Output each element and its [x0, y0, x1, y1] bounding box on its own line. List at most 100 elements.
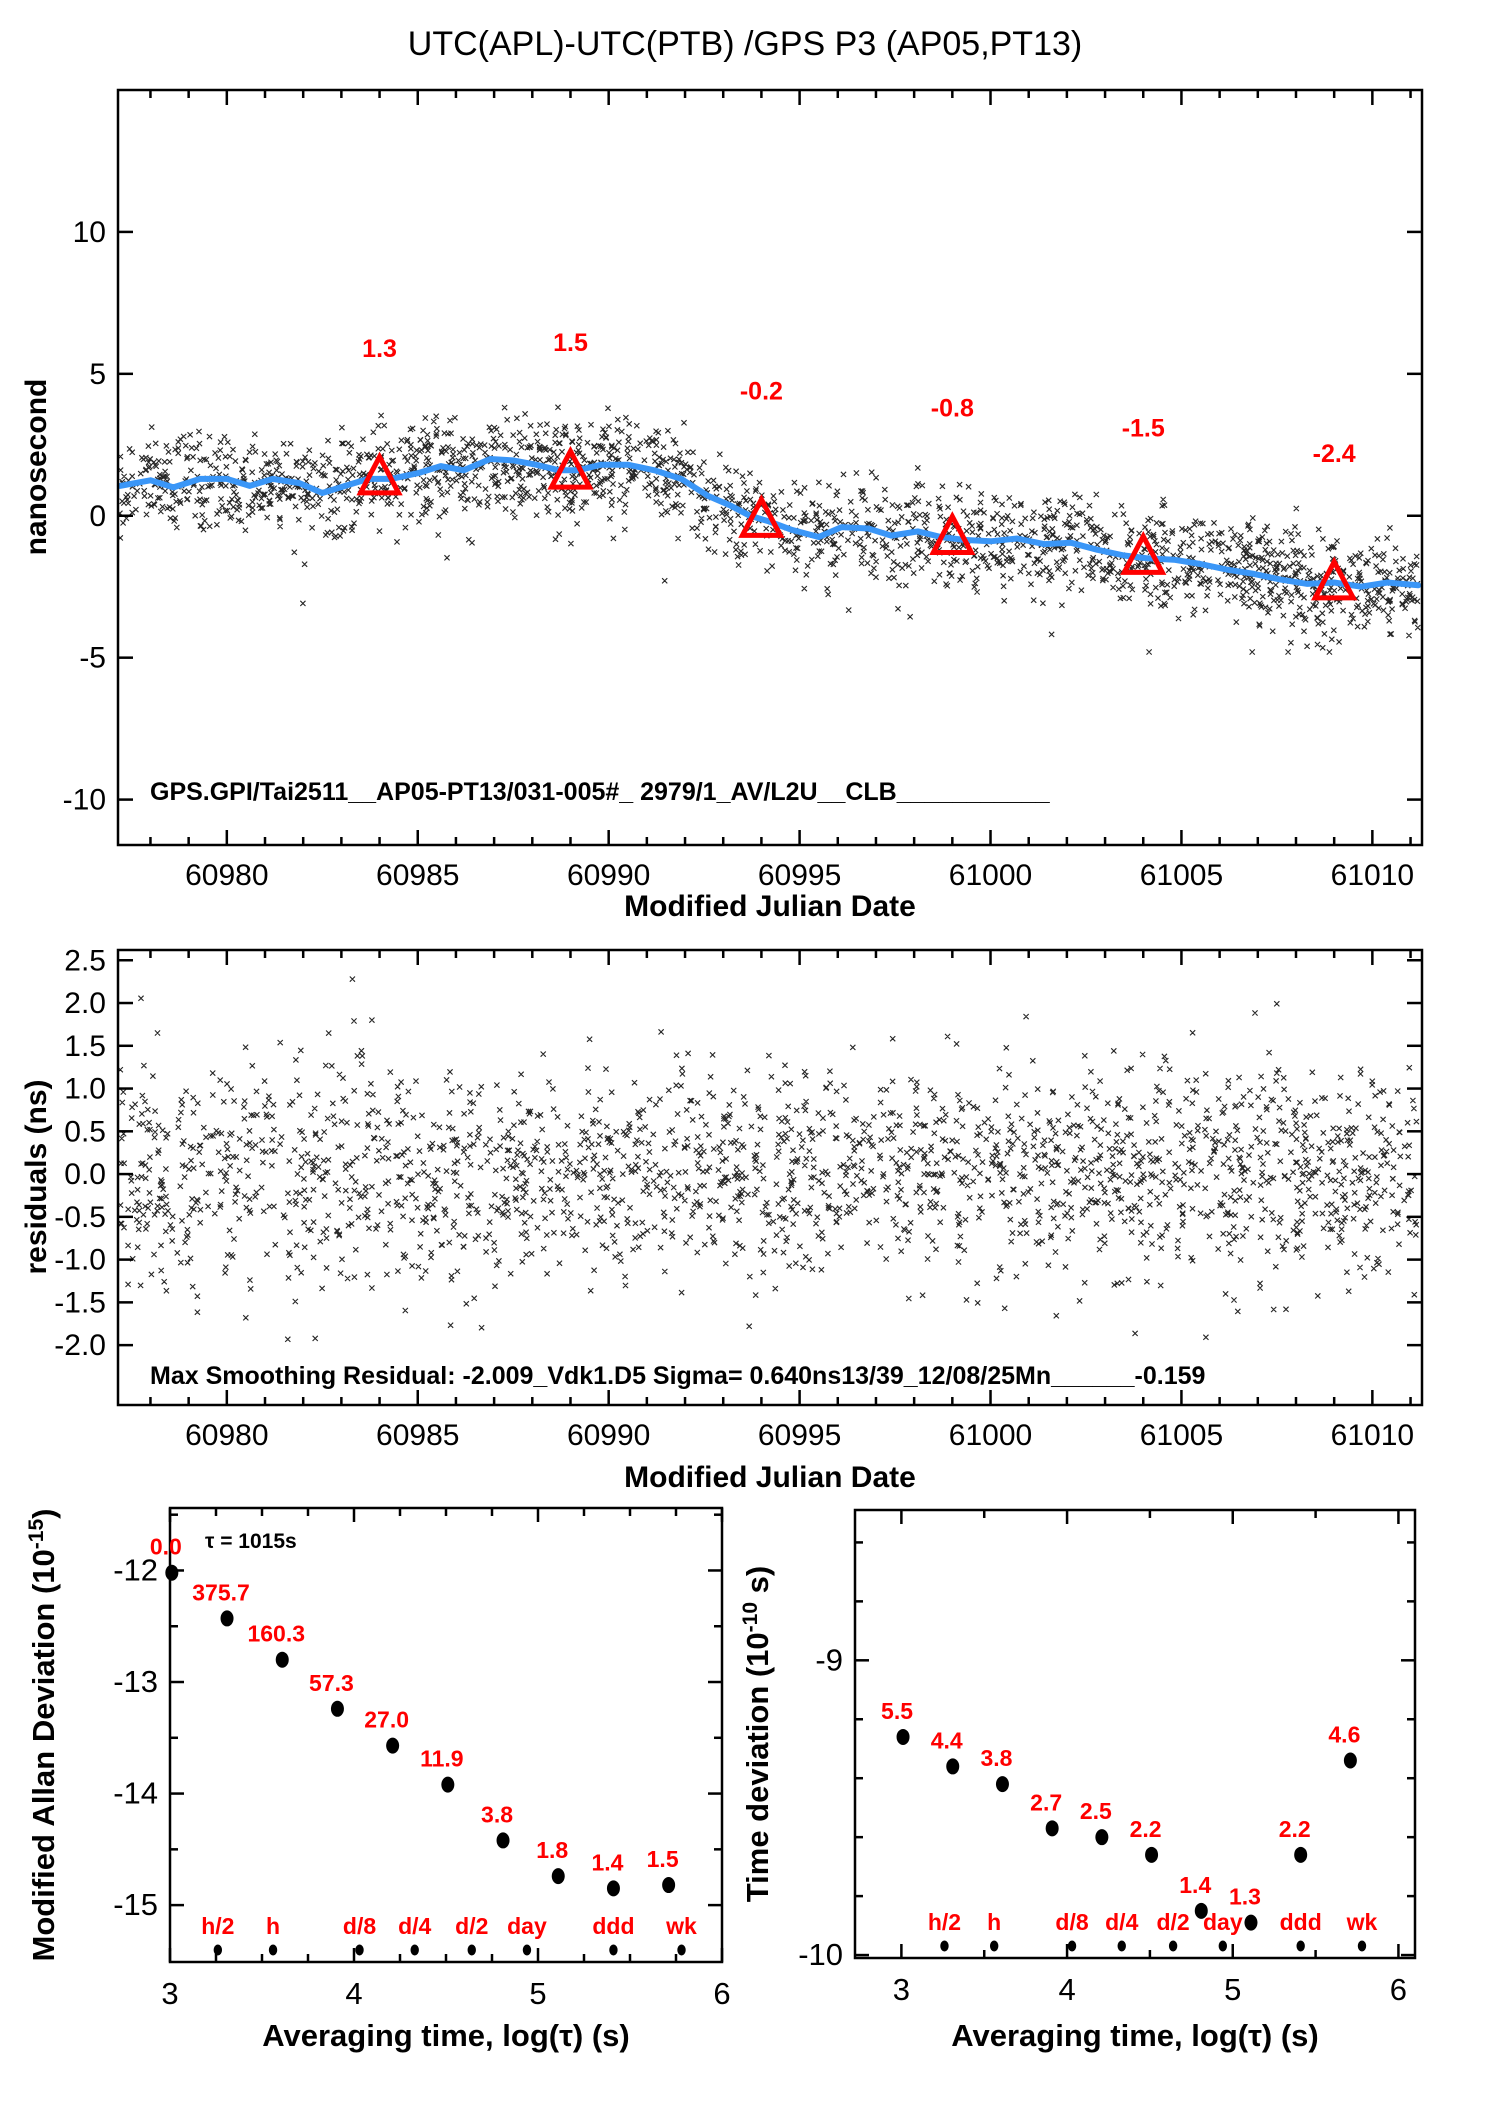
y-tick-label: 1.5 [64, 1030, 106, 1063]
triangle-value-label: -0.2 [740, 377, 783, 405]
residuals-annotation: Max Smoothing Residual: -2.009_Vdk1.D5 S… [150, 1362, 1205, 1390]
tau-marker-dot [1117, 1940, 1126, 1952]
tau-marker-dot [467, 1944, 476, 1956]
y-tick-label: -1.5 [54, 1286, 106, 1319]
tau-marker-label: d/4 [1105, 1909, 1138, 1935]
tau-marker-dot [1296, 1940, 1305, 1952]
x-tick-label: 6 [713, 1976, 730, 2011]
panel-frame [168, 1506, 724, 1964]
time-deviation-point [1194, 1902, 1208, 1919]
modified-allan-deviation-point [330, 1700, 344, 1717]
y-tick-label: 10 [73, 216, 106, 249]
y-tick-label: 2.0 [64, 987, 106, 1020]
x-tick-label: 61010 [1331, 859, 1414, 892]
x-tick-label: 61000 [949, 859, 1032, 892]
time-deviation-point-label: 2.5 [1080, 1798, 1112, 1824]
panel-frame [853, 1508, 1417, 1960]
x-tick-label: 60990 [567, 1419, 650, 1452]
figure-title: UTC(APL)-UTC(PTB) /GPS P3 (AP05,PT13) [408, 25, 1082, 63]
y-tick-label: -1.0 [54, 1244, 106, 1277]
x-tick-label: 3 [893, 1972, 910, 2007]
tdev-y-axis-label-base: Time deviation (10 [740, 1632, 775, 1902]
y-tick-label: -9 [815, 1642, 843, 1677]
modified-allan-deviation-point [165, 1564, 179, 1581]
modified-allan-deviation-point-label: 0.0 [150, 1534, 182, 1560]
y-tick-label: 0.5 [64, 1115, 106, 1148]
top-panel-annotation: GPS.GPI/Tai2511__AP05-PT13/031-005#_ 297… [150, 778, 1051, 806]
time-deviation-point-label: 2.7 [1030, 1789, 1062, 1815]
tdev-y-axis-label-exponent: -10 [739, 1602, 762, 1632]
modified-allan-deviation-point-label: 27.0 [364, 1707, 409, 1733]
x-tick-label: 60980 [185, 859, 268, 892]
time-deviation-panel: 3 4 5 6 -9 -10 h/2 h d/8 d/4 d/2 day ddd wk 5.5 4.4 3.8 2… [798, 1508, 1417, 2007]
y-tick-label: -15 [113, 1887, 158, 1922]
x-tick-label: 5 [1224, 1972, 1241, 2007]
modified-allan-deviation-point [662, 1877, 676, 1894]
tau-marker-label: h [266, 1913, 280, 1939]
tau-marker-dot [1357, 1940, 1367, 1952]
y-tick-label: 5 [89, 358, 106, 391]
tau-marker-dot [355, 1944, 364, 1956]
tau-marker-dot [213, 1944, 223, 1956]
x-tick-label: 60985 [376, 859, 459, 892]
time-deviation-point [1145, 1846, 1159, 1863]
phase-scatter-points [116, 404, 1421, 655]
x-tick-label: 4 [345, 1976, 362, 2011]
top-panel: 1.3 1.5 -0.2 -0.8 -1.5 -2.4 60980 60985 60990 609… [63, 88, 1424, 892]
tau-marker-label: day [1203, 1909, 1243, 1935]
modified-allan-deviation-point [275, 1651, 289, 1668]
time-deviation-point [1343, 1752, 1357, 1769]
modified-allan-deviation-point [386, 1737, 400, 1754]
tau-marker-label: ddd [592, 1913, 634, 1939]
tau-marker-dot [1218, 1940, 1228, 1952]
residuals-x-axis-label: Modified Julian Date [624, 1461, 916, 1494]
triangle-value-label: 1.5 [553, 329, 588, 357]
tau-marker-label: d/4 [398, 1913, 431, 1939]
y-tick-label: 0 [89, 500, 106, 533]
x-tick-label: 61005 [1140, 1419, 1223, 1452]
tau-marker-label: h/2 [201, 1913, 234, 1939]
mdev-y-axis-label: Modified Allan Deviation (10-15) [25, 1509, 61, 1962]
time-deviation-point-label: 1.4 [1179, 1872, 1211, 1898]
triangle-marker [1120, 530, 1167, 575]
tau-marker-dot [940, 1940, 949, 1952]
y-tick-label: -12 [113, 1552, 158, 1587]
tau-marker-label: ddd [1280, 1909, 1322, 1935]
y-tick-label: -2.0 [54, 1329, 106, 1362]
x-tick-label: 60995 [758, 859, 841, 892]
mdev-y-axis-label-end: ) [26, 1509, 61, 1519]
tau-marker-dot [268, 1944, 278, 1956]
panel-frame [116, 88, 1424, 847]
tau-marker-label: day [507, 1913, 547, 1939]
time-deviation-point [1294, 1846, 1308, 1863]
time-deviation-point [896, 1728, 910, 1745]
time-deviation-point-label: 3.8 [980, 1745, 1012, 1771]
tau-marker-label: wk [665, 1913, 697, 1939]
x-tick-label: 61010 [1331, 1419, 1414, 1452]
mdev-tau-annotation: τ = 1015s [205, 1530, 297, 1553]
tau-marker-label: d/8 [343, 1913, 376, 1939]
triangle-marker [738, 494, 785, 538]
time-deviation-point-label: 2.2 [1130, 1816, 1162, 1842]
modified-allan-deviation-point [441, 1776, 455, 1793]
x-tick-label: 60990 [567, 859, 650, 892]
top-y-axis-label: nanosecond [20, 379, 53, 556]
triangle-marker [929, 511, 976, 555]
x-tick-label: 60985 [376, 1419, 459, 1452]
modified-allan-deviation-point [496, 1832, 510, 1849]
modified-allan-deviation-point-label: 1.5 [647, 1846, 679, 1872]
triangle-value-label: -0.8 [931, 394, 974, 422]
tau-marker-dot [609, 1944, 618, 1956]
tau-marker-dot [1067, 1940, 1077, 1952]
tau-marker-dot [522, 1944, 532, 1956]
modified-allan-deviation-point [606, 1880, 620, 1897]
time-deviation-point [1045, 1820, 1059, 1837]
modified-allan-deviation-point-label: 1.4 [591, 1849, 623, 1875]
triangle-marker [356, 451, 403, 496]
modified-allan-deviation-point-label: 57.3 [309, 1670, 354, 1696]
modified-allan-deviation-point-label: 1.8 [536, 1837, 568, 1863]
tau-marker-dot [677, 1944, 686, 1956]
